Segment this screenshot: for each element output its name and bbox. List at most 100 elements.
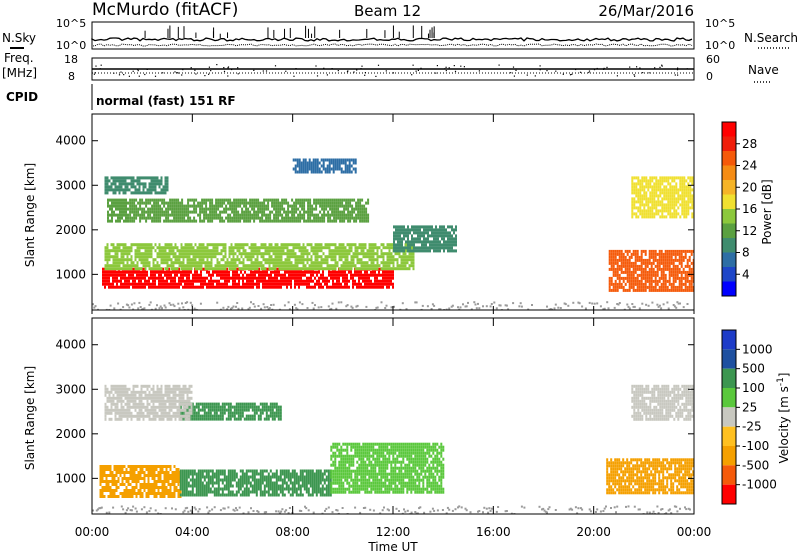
echo-cell: [323, 216, 326, 220]
echo-cell: [647, 197, 650, 201]
echo-cell: [433, 249, 435, 253]
echo-cell: [278, 252, 281, 256]
echo-cell: [181, 216, 184, 220]
echo-cell: [266, 267, 268, 271]
echo-cell: [214, 285, 216, 289]
echo-cell: [154, 182, 157, 186]
echo-cell: [175, 477, 178, 480]
echo-cell: [143, 210, 146, 214]
echo-cell: [187, 219, 190, 223]
echo-cell: [208, 264, 211, 268]
echo-cell: [107, 213, 109, 217]
echo-cell: [120, 273, 122, 277]
echo-cell: [161, 207, 164, 211]
echo-cell: [129, 198, 132, 202]
echo-cell: [276, 267, 278, 271]
echo-cell: [333, 207, 336, 211]
echo-cell: [192, 282, 194, 286]
echo-cell: [326, 170, 329, 174]
scatter-cell: [227, 305, 230, 308]
echo-cell: [644, 279, 647, 283]
echo-cell: [686, 264, 689, 268]
echo-cell: [272, 276, 274, 280]
echo-cell: [643, 179, 646, 183]
echo-cell: [162, 279, 164, 283]
echo-cell: [324, 261, 327, 265]
echo-cell: [620, 270, 623, 274]
echo-cell: [196, 270, 198, 274]
echo-cell: [177, 198, 180, 202]
echo-cell: [256, 276, 258, 280]
echo-cell: [111, 489, 114, 492]
echo-cell: [425, 249, 427, 253]
echo-cell: [164, 191, 167, 195]
echo-cell: [356, 252, 359, 256]
echo-cell: [145, 210, 148, 214]
echo-cell: [150, 191, 153, 195]
nave-point: [177, 72, 179, 74]
echo-cell: [175, 198, 178, 202]
echo-cell: [127, 495, 130, 498]
echo-cell: [235, 207, 238, 211]
echo-cell: [283, 219, 286, 223]
echo-cell: [688, 285, 691, 289]
echo-cell: [412, 258, 415, 262]
echo-cell: [637, 179, 640, 183]
echo-cell: [232, 282, 234, 286]
echo-cell: [666, 285, 669, 289]
echo-cell: [285, 198, 288, 202]
echo-cell: [202, 261, 205, 265]
echo-cell: [259, 207, 262, 211]
echo-cell: [632, 273, 635, 277]
echo-cell: [296, 264, 299, 268]
scatter-cell: [270, 304, 273, 306]
echo-cell: [290, 255, 293, 259]
echo-cell: [669, 182, 672, 186]
echo-cell: [270, 276, 272, 280]
echo-cell: [307, 219, 310, 223]
echo-cell: [291, 219, 294, 223]
echo-cell: [303, 210, 306, 214]
echo-cell: [180, 270, 182, 274]
echo-cell: [320, 243, 323, 247]
echo-cell: [361, 216, 364, 220]
echo-cell: [236, 273, 238, 277]
echo-cell: [626, 288, 629, 292]
echo-cell: [334, 252, 337, 256]
echo-cell: [338, 158, 341, 162]
echo-cell: [640, 255, 643, 259]
echo-cell: [631, 197, 634, 201]
echo-cell: [225, 216, 228, 220]
echo-cell: [647, 203, 650, 207]
echo-cell: [685, 185, 688, 189]
echo-cell: [113, 465, 116, 468]
echo-cell: [608, 279, 611, 283]
echo-cell: [109, 468, 112, 471]
echo-cell: [404, 267, 407, 271]
echo-cell: [348, 279, 350, 283]
echo-cell: [349, 198, 352, 202]
echo-cell: [216, 264, 219, 268]
echo-cell: [200, 261, 203, 265]
colorbar-tick-label: 20: [742, 180, 757, 194]
echo-cell: [192, 285, 194, 289]
echo-cell: [256, 285, 258, 289]
echo-cell: [372, 258, 375, 262]
scatter-cell: [312, 307, 315, 310]
echo-cell: [451, 249, 453, 253]
scatter-cell: [451, 304, 454, 307]
echo-cell: [354, 255, 357, 259]
echo-cell: [264, 267, 267, 271]
echo-cell: [344, 282, 346, 286]
echo-cell: [175, 474, 178, 477]
echo-cell: [367, 216, 370, 220]
scatter-cell: [298, 301, 301, 304]
echo-cell: [675, 176, 678, 180]
echo-cell: [130, 249, 133, 253]
echo-cell: [159, 198, 162, 202]
echo-cell: [242, 273, 244, 277]
scatter-cell: [187, 308, 190, 310]
echo-cell: [328, 264, 331, 268]
echo-cell: [163, 213, 166, 217]
echo-cell: [105, 489, 108, 492]
